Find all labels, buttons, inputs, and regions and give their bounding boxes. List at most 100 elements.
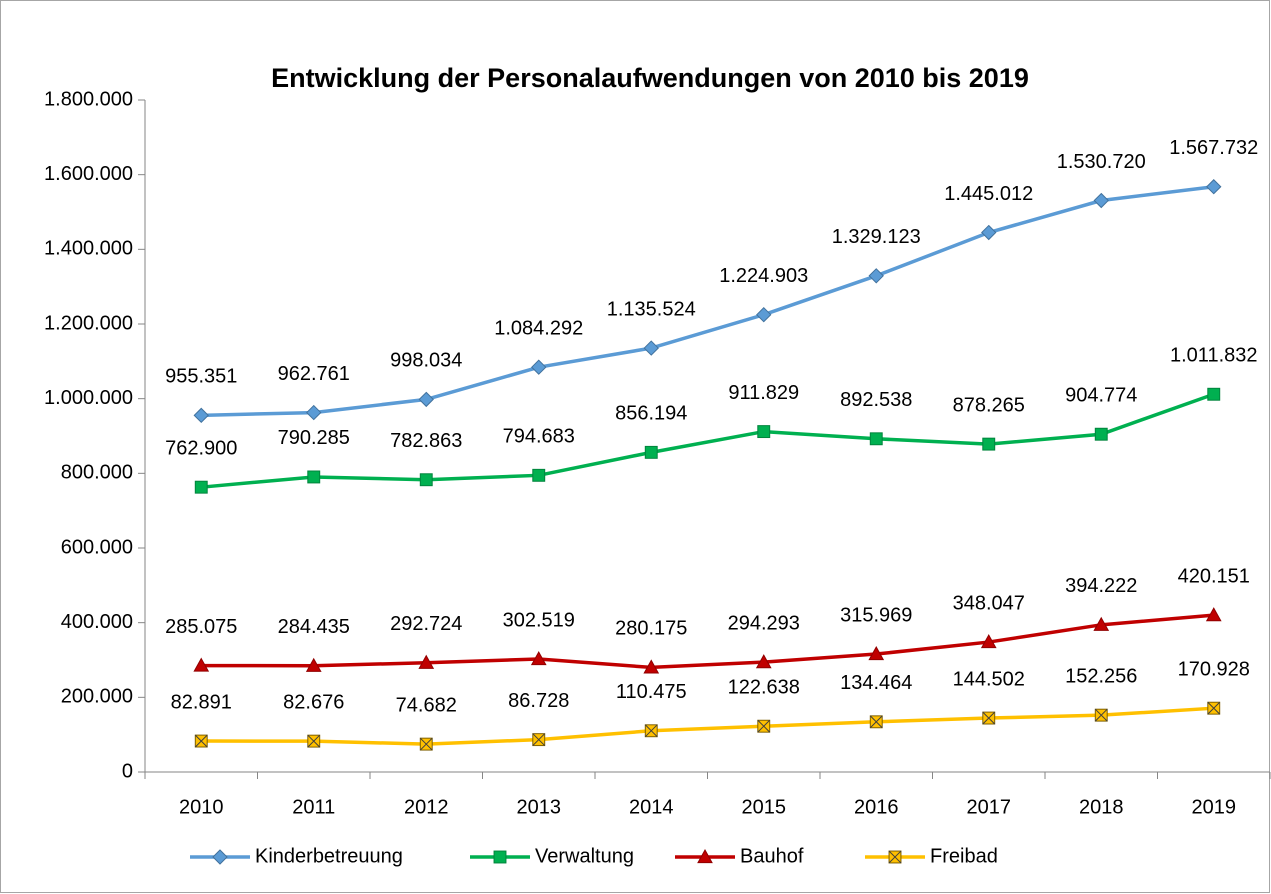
data-label: 82.676: [283, 691, 344, 713]
data-label: 782.863: [390, 430, 462, 452]
data-label: 82.891: [171, 691, 232, 713]
legend-label: Bauhof: [740, 845, 804, 867]
marker: [755, 654, 772, 669]
marker: [697, 848, 713, 864]
marker-part: [888, 850, 902, 864]
marker: [307, 734, 321, 748]
marker-part: [869, 715, 883, 729]
data-label: 1.329.123: [832, 226, 921, 248]
data-label: 794.683: [503, 426, 575, 448]
marker: [194, 734, 208, 748]
x-tick-label: 2017: [967, 796, 1012, 818]
data-label: 144.502: [953, 668, 1025, 690]
y-tick-label: 600.000: [61, 536, 133, 558]
marker: [756, 306, 772, 323]
marker-part: [757, 719, 771, 733]
data-label: 315.969: [840, 604, 912, 626]
marker: [419, 737, 433, 751]
data-label: 1.011.832: [1170, 345, 1258, 367]
data-label: 110.475: [616, 681, 687, 703]
marker: [493, 850, 507, 864]
data-label: 1.530.720: [1057, 151, 1146, 173]
data-label: 280.175: [615, 618, 687, 640]
x-tick-label: 2016: [854, 796, 899, 818]
marker: [1094, 708, 1108, 722]
data-label: 420.151: [1178, 565, 1250, 587]
marker: [980, 634, 997, 649]
marker: [532, 733, 546, 747]
marker: [644, 724, 658, 738]
data-label: 1.135.524: [607, 298, 696, 320]
data-label: 122.638: [728, 676, 800, 698]
y-tick-label: 0: [122, 760, 133, 782]
marker: [643, 659, 660, 674]
data-label: 170.928: [1178, 658, 1250, 680]
marker: [982, 437, 996, 451]
marker-part: [307, 734, 321, 748]
x-tick-label: 2010: [179, 796, 224, 818]
y-tick-label: 200.000: [61, 686, 133, 708]
marker: [530, 651, 547, 666]
x-tick-label: 2014: [629, 796, 674, 818]
marker: [1094, 427, 1108, 441]
chart-title: Entwicklung der Personalaufwendungen von…: [271, 63, 1029, 93]
data-label: 285.075: [165, 616, 237, 638]
y-tick-label: 1.600.000: [44, 163, 133, 185]
legend-label: Freibad: [930, 845, 998, 867]
series-line: [201, 613, 1214, 670]
data-label: 790.285: [278, 427, 350, 449]
marker: [868, 646, 885, 661]
marker: [532, 468, 546, 482]
x-tick-label: 2015: [742, 796, 787, 818]
marker-part: [644, 724, 658, 738]
marker: [644, 445, 658, 459]
x-tick-label: 2011: [292, 796, 335, 818]
data-label: 911.829: [728, 382, 799, 404]
data-label: 1.445.012: [944, 183, 1033, 205]
data-label: 1.567.732: [1169, 137, 1258, 159]
marker: [869, 715, 883, 729]
marker: [981, 224, 997, 241]
data-label: 998.034: [390, 350, 462, 372]
marker-part: [532, 733, 546, 746]
marker: [1207, 387, 1221, 401]
x-tick-label: 2018: [1079, 796, 1124, 818]
legend-label: Kinderbetreuung: [255, 845, 403, 867]
legend-label: Verwaltung: [535, 845, 634, 867]
data-label: 152.256: [1065, 665, 1137, 687]
data-label: 284.435: [278, 616, 350, 638]
marker: [869, 432, 883, 446]
data-label: 892.538: [840, 389, 912, 411]
marker: [982, 711, 996, 725]
data-label: 292.724: [390, 613, 462, 635]
y-tick-label: 400.000: [61, 611, 133, 633]
marker: [643, 340, 659, 356]
data-label: 394.222: [1065, 575, 1137, 597]
data-label: 86.728: [508, 690, 569, 712]
x-tick-label: 2019: [1192, 796, 1237, 818]
marker: [306, 404, 322, 421]
marker-part: [194, 734, 208, 748]
marker: [757, 719, 771, 733]
marker: [888, 850, 902, 864]
marker: [193, 657, 210, 672]
x-tick-label: 2013: [517, 796, 562, 818]
data-label: 762.900: [165, 437, 237, 459]
marker: [1093, 192, 1109, 209]
y-tick-label: 1.800.000: [44, 88, 133, 110]
marker: [307, 470, 321, 484]
data-label: 74.682: [396, 694, 457, 716]
marker: [419, 473, 433, 487]
marker: [194, 480, 208, 494]
y-tick-label: 1.000.000: [44, 387, 133, 409]
data-label: 1.224.903: [719, 265, 808, 287]
data-label: 1.084.292: [494, 317, 583, 339]
y-tick-label: 1.200.000: [44, 312, 133, 334]
data-label: 962.761: [278, 363, 350, 385]
marker-part: [1207, 701, 1221, 715]
marker: [1207, 701, 1221, 715]
marker: [212, 849, 228, 865]
data-label: 348.047: [953, 592, 1025, 614]
